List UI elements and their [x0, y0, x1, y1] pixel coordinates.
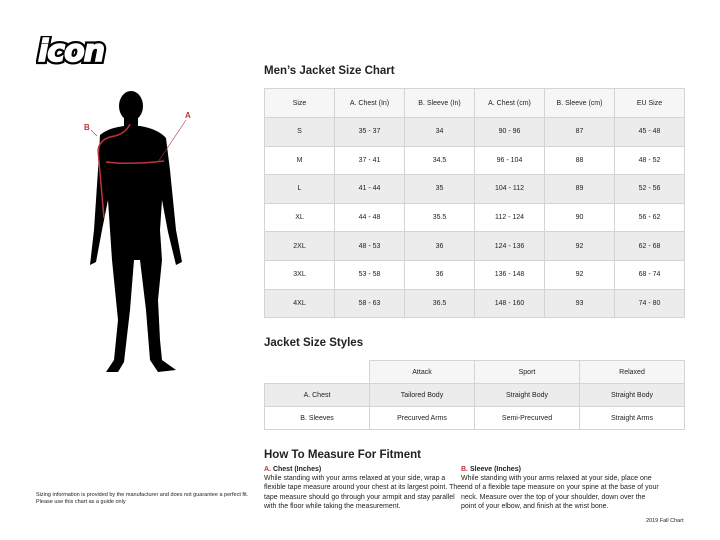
cell: 136 - 148	[474, 259, 545, 290]
chest-text: While standing with your arms relaxed at…	[264, 475, 462, 510]
sleeve-letter: B.	[461, 466, 468, 473]
disclaimer-line: Please use this chart as a guide only	[36, 499, 126, 505]
styles-title: Jacket Size Styles	[264, 337, 364, 349]
cell: 68 - 74	[614, 259, 685, 290]
table-row: B. Sleeves Precurved Arms Semi-Precurved…	[264, 406, 685, 430]
cell: 44 - 48	[334, 202, 405, 233]
cell: 90 - 96	[474, 117, 545, 147]
header-cell: Attack	[369, 360, 475, 384]
cell: 112 - 124	[474, 202, 545, 233]
cell: 37 - 41	[334, 145, 405, 176]
table-row: 4XL 58 - 63 36.5 148 - 160 93 74 - 80	[264, 288, 685, 319]
table-row: L 41 - 44 35 104 - 112 89 52 - 56	[264, 174, 685, 204]
cell: 36	[404, 259, 475, 290]
blank-cell	[264, 360, 370, 384]
cell: 89	[544, 174, 615, 204]
table-header-row: Attack Sport Relaxed	[264, 360, 685, 384]
header-cell: Relaxed	[579, 360, 685, 384]
chest-heading: Chest (Inches)	[272, 466, 322, 473]
cell: 62 - 68	[614, 231, 685, 261]
cell: Straight Body	[474, 383, 580, 407]
cell: 35	[404, 174, 475, 204]
header-cell: B. Sleeve (In)	[404, 88, 475, 118]
cell: 36.5	[404, 288, 475, 319]
cell: 93	[544, 288, 615, 319]
sleeve-instructions: B. Sleeve (Inches) While standing with y…	[461, 465, 661, 511]
label-b: B	[84, 123, 90, 132]
cell: 88	[544, 145, 615, 176]
cell: 56 - 62	[614, 202, 685, 233]
svg-text:icon: icon	[38, 36, 104, 66]
icon-logo: icon icon	[35, 31, 148, 72]
table-row: A. Chest Tailored Body Straight Body Str…	[264, 383, 685, 407]
cell: 34	[404, 117, 475, 147]
chest-instructions: A. Chest (Inches) While standing with yo…	[264, 465, 464, 511]
cell: A. Chest	[264, 383, 370, 407]
cell: 41 - 44	[334, 174, 405, 204]
cell: 87	[544, 117, 615, 147]
size-chart-table: Size A. Chest (In) B. Sleeve (In) A. Che…	[264, 88, 685, 319]
cell: 92	[544, 259, 615, 290]
cell: 124 - 136	[474, 231, 545, 261]
cell: Tailored Body	[369, 383, 475, 407]
cell: 96 - 104	[474, 145, 545, 176]
table-row: XL 44 - 48 35.5 112 - 124 90 56 - 62	[264, 202, 685, 233]
size-cell: L	[264, 174, 335, 204]
cell: 35.5	[404, 202, 475, 233]
cell: 90	[544, 202, 615, 233]
table-row: 2XL 48 - 53 36 124 - 136 92 62 - 68	[264, 231, 685, 261]
header-cell: Sport	[474, 360, 580, 384]
cell: 74 - 80	[614, 288, 685, 319]
measure-title: How To Measure For Fitment	[264, 449, 421, 461]
header-cell: EU Size	[614, 88, 685, 118]
sleeve-text: While standing with your arms relaxed at…	[461, 475, 659, 510]
cell: Straight Arms	[579, 406, 685, 430]
size-chart-title: Men’s Jacket Size Chart	[264, 65, 395, 77]
cell: 35 - 37	[334, 117, 405, 147]
cell: 48 - 52	[614, 145, 685, 176]
cell: Semi-Precurved	[474, 406, 580, 430]
header-cell: A. Chest (cm)	[474, 88, 545, 118]
size-cell: 3XL	[264, 259, 335, 290]
disclaimer: Sizing information is provided by the ma…	[36, 492, 248, 506]
cell: 52 - 56	[614, 174, 685, 204]
cell: 45 - 48	[614, 117, 685, 147]
size-cell: XL	[264, 202, 335, 233]
label-a: A	[185, 111, 191, 120]
header-cell: Size	[264, 88, 335, 118]
cell: Precurved Arms	[369, 406, 475, 430]
cell: 148 - 160	[474, 288, 545, 319]
cell: 104 - 112	[474, 174, 545, 204]
styles-table: Attack Sport Relaxed A. Chest Tailored B…	[264, 360, 685, 430]
table-row: 3XL 53 - 58 36 136 - 148 92 68 - 74	[264, 259, 685, 290]
sleeve-heading: Sleeve (Inches)	[469, 466, 521, 473]
table-row: S 35 - 37 34 90 - 96 87 45 - 48	[264, 117, 685, 147]
header-cell: B. Sleeve (cm)	[544, 88, 615, 118]
body-silhouette: B A	[60, 85, 210, 390]
header-cell: A. Chest (In)	[334, 88, 405, 118]
cell: 36	[404, 231, 475, 261]
cell: 34.5	[404, 145, 475, 176]
cell: 92	[544, 231, 615, 261]
cell: B. Sleeves	[264, 406, 370, 430]
cell: 48 - 53	[334, 231, 405, 261]
size-cell: S	[264, 117, 335, 147]
table-header-row: Size A. Chest (In) B. Sleeve (In) A. Che…	[264, 88, 685, 118]
size-cell: 2XL	[264, 231, 335, 261]
svg-text:icon: icon	[38, 36, 104, 66]
cell: 58 - 63	[334, 288, 405, 319]
size-cell: 4XL	[264, 288, 335, 319]
chest-letter: A.	[264, 466, 271, 473]
cell: 53 - 58	[334, 259, 405, 290]
table-row: M 37 - 41 34.5 96 - 104 88 48 - 52	[264, 145, 685, 176]
cell: Straight Body	[579, 383, 685, 407]
chart-edition: 2019 Fall Chart	[646, 518, 684, 524]
disclaimer-line: Sizing information is provided by the ma…	[36, 492, 249, 498]
size-cell: M	[264, 145, 335, 176]
